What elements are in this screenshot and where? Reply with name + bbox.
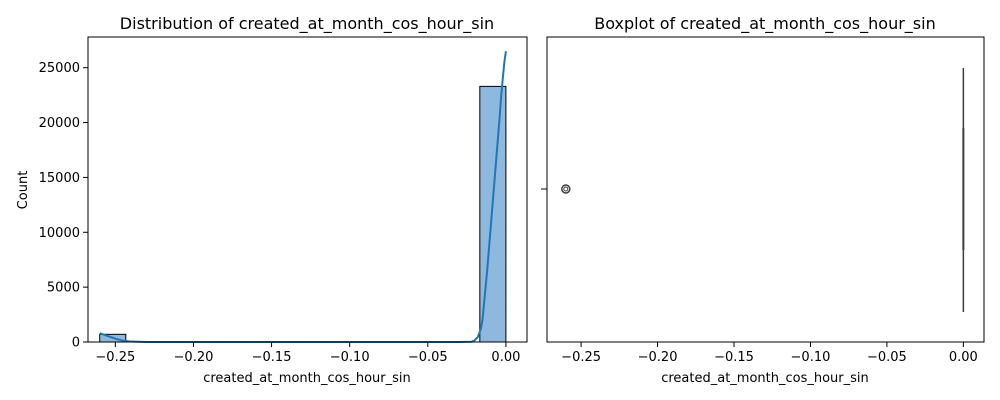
boxplot-panel: Boxplot of created_at_month_cos_hour_sin… <box>541 14 985 386</box>
x-tick-label: −0.10 <box>330 350 370 365</box>
histogram-title: Distribution of created_at_month_cos_hou… <box>120 14 494 34</box>
x-tick-label: −0.15 <box>252 350 292 365</box>
y-tick-label: 0 <box>72 336 80 351</box>
x-tick-label: −0.10 <box>791 350 831 365</box>
histogram-bars <box>99 85 507 343</box>
histogram-y-ticks: 0 5000 10000 15000 20000 25000 <box>39 61 88 351</box>
outlier-point <box>561 184 571 194</box>
boxplot-elements <box>561 68 965 312</box>
y-tick-label: 5000 <box>47 281 80 296</box>
histogram-axes-frame <box>87 36 528 343</box>
y-tick-label: 10000 <box>39 226 80 241</box>
x-tick-label: −0.20 <box>638 350 678 365</box>
boxplot-x-axis-label: created_at_month_cos_hour_sin <box>661 371 869 386</box>
y-tick-label: 25000 <box>39 61 80 76</box>
x-tick-label: 0.00 <box>491 350 520 365</box>
x-tick-label: −0.25 <box>561 350 601 365</box>
kde-line <box>99 51 507 343</box>
x-tick-label: −0.05 <box>867 350 907 365</box>
histogram-y-axis-label: Count <box>16 171 31 210</box>
boxplot-title: Boxplot of created_at_month_cos_hour_sin <box>594 14 935 34</box>
y-tick-label: 15000 <box>39 171 80 186</box>
x-tick-label: −0.15 <box>714 350 754 365</box>
histogram-x-axis-label: created_at_month_cos_hour_sin <box>203 371 411 386</box>
x-tick-label: −0.25 <box>95 350 135 365</box>
x-tick-label: −0.20 <box>174 350 214 365</box>
histogram-x-ticks: −0.25 −0.20 −0.15 −0.10 −0.05 0.00 <box>95 342 520 365</box>
outlier-point-overlap <box>563 186 569 192</box>
boxplot-x-ticks: −0.25 −0.20 −0.15 −0.10 −0.05 0.00 <box>561 342 978 365</box>
x-tick-label: 0.00 <box>949 350 978 365</box>
x-tick-label: −0.05 <box>408 350 448 365</box>
y-tick-label: 20000 <box>39 116 80 131</box>
histogram-panel: Distribution of created_at_month_cos_hou… <box>16 14 528 386</box>
boxplot-axes-frame <box>546 36 985 343</box>
